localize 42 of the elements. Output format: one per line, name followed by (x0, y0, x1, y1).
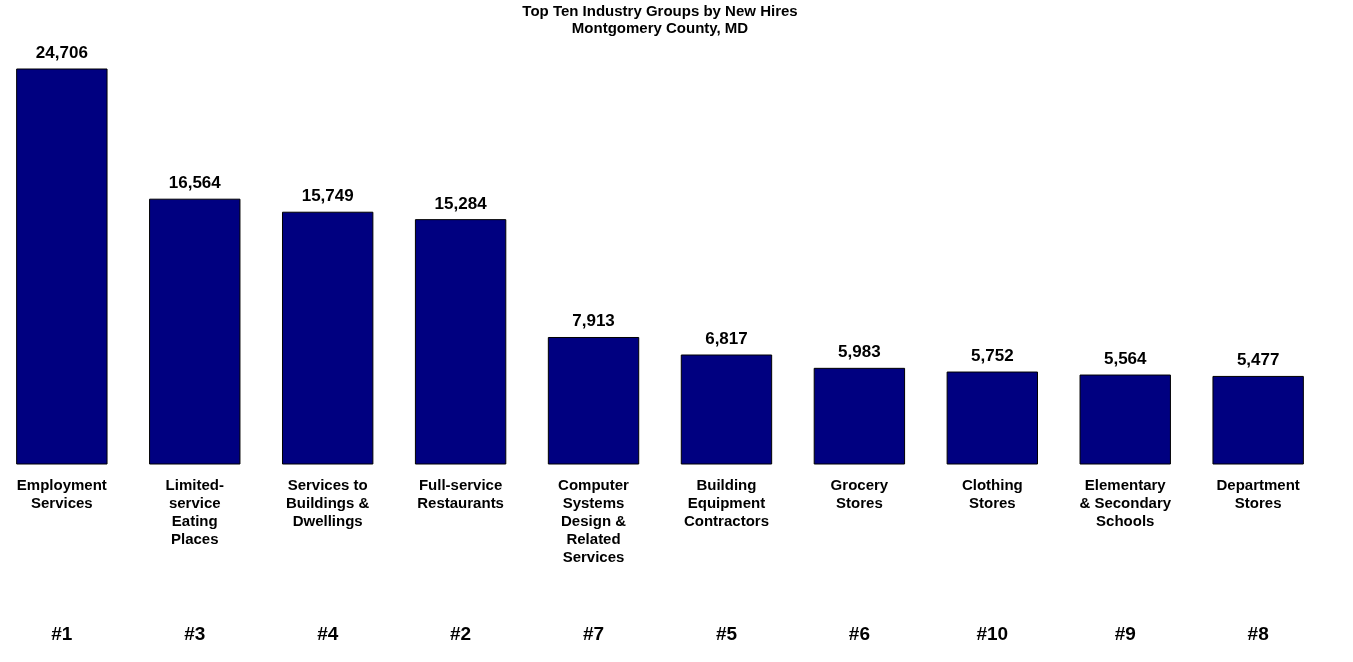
text: #10 (976, 623, 1009, 644)
data-label: 15,749 (301, 186, 354, 206)
bar (547, 336, 640, 465)
text: #8 (1247, 623, 1269, 644)
data-label: 24,706 (35, 43, 88, 62)
x-tick-label: Building Equipment Contractors (683, 476, 769, 529)
text: #2 (450, 623, 472, 644)
text: #7 (582, 623, 605, 644)
data-label: 6,817 (705, 329, 748, 349)
x-tick-label: Computer Systems Design & Related Services (558, 476, 630, 565)
data-label: 5,564 (1103, 349, 1148, 369)
data-label: 5,477 (1236, 350, 1280, 370)
x-tick-label: Services to Buildings & Dwellings (286, 476, 370, 529)
x-tick-label: Department Stores (1216, 476, 1300, 511)
x-tick-label: Full-service Restaurants (417, 476, 504, 511)
x-tick-label: Clothing Stores (961, 476, 1023, 511)
x-tick-label: Grocery Stores (830, 476, 889, 511)
chart-title: Top Ten Industry Groups by New Hires (522, 2, 798, 19)
text: #1 (51, 623, 73, 644)
bar (1212, 375, 1304, 465)
bar (16, 68, 108, 465)
data-label: 5,752 (971, 346, 1014, 366)
data-label: 7,913 (572, 311, 615, 331)
x-tick-label: Elementary & Secondary Schools (1079, 476, 1172, 529)
text: #9 (1114, 623, 1136, 644)
data-label: 15,284 (434, 193, 488, 213)
chart-subtitle: Montgomery County, MD (571, 19, 749, 36)
bar (1079, 374, 1171, 465)
data-label: 5,983 (838, 342, 881, 362)
bar (680, 354, 773, 465)
x-tick-label: Employment Services (16, 476, 107, 511)
bar (813, 367, 906, 465)
bar (946, 371, 1039, 465)
text: #3 (184, 623, 206, 644)
bar (414, 219, 507, 465)
data-label: 16,564 (168, 173, 222, 193)
bar (281, 211, 374, 465)
text: #6 (848, 623, 870, 644)
text: #4 (317, 623, 339, 644)
bar (149, 198, 241, 465)
x-tick-label: Limited-service Eating Places (165, 476, 224, 547)
text: #5 (715, 623, 738, 644)
